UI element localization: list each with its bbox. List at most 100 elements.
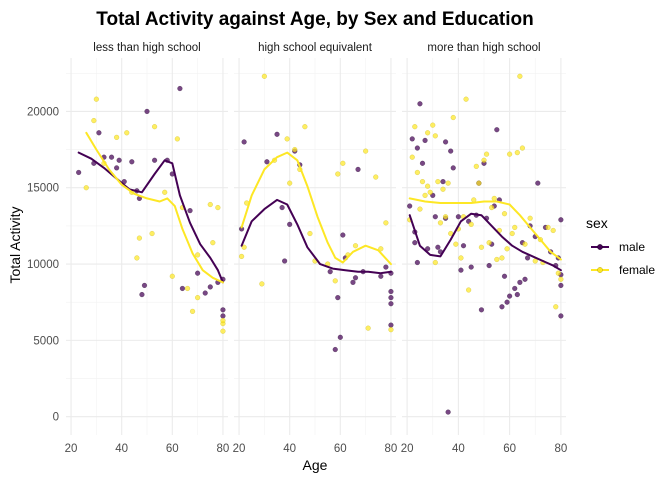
- female-point: [550, 227, 556, 234]
- female-point: [478, 244, 485, 250]
- female-point: [162, 189, 168, 195]
- female-point: [335, 171, 341, 177]
- female-point: [220, 317, 226, 324]
- female-point: [378, 246, 384, 252]
- female-point: [553, 304, 559, 310]
- chart-title: Total Activity against Age, by Sex and E…: [96, 9, 533, 30]
- male-point: [407, 203, 413, 209]
- male-point: [141, 282, 148, 289]
- male-point: [501, 273, 508, 279]
- female-point: [558, 276, 564, 282]
- female-point: [189, 308, 196, 315]
- male-point: [517, 279, 523, 286]
- male-point: [499, 304, 505, 310]
- female-point: [486, 240, 492, 246]
- female-point: [136, 235, 143, 241]
- male-point: [514, 291, 520, 298]
- male-point: [220, 313, 226, 319]
- female-point: [151, 124, 158, 130]
- y-axis-label: Total Activity: [7, 206, 23, 283]
- female-point: [504, 246, 510, 252]
- female-point: [124, 130, 130, 136]
- male-point: [422, 137, 428, 144]
- facet-panel: high school equivalent 20 40 60 80: [233, 42, 398, 455]
- male-point: [512, 285, 518, 292]
- female-point: [483, 151, 490, 157]
- male-point: [116, 157, 122, 163]
- male-point: [460, 243, 467, 249]
- male-point: [535, 180, 541, 186]
- male-point: [96, 130, 102, 136]
- female-point: [414, 169, 421, 176]
- female-point: [499, 255, 505, 261]
- female-smooth-line: [240, 151, 392, 266]
- male-point: [419, 160, 426, 166]
- male-point: [76, 169, 82, 176]
- male-point: [478, 307, 485, 313]
- male-point: [494, 127, 500, 133]
- male-point: [388, 294, 394, 301]
- female-point: [473, 163, 479, 170]
- female-point: [388, 327, 394, 333]
- female-point: [241, 244, 247, 250]
- male-point: [355, 166, 361, 173]
- male-point: [435, 244, 441, 250]
- male-point: [340, 232, 346, 238]
- male-point: [412, 240, 418, 246]
- male-point: [468, 264, 474, 270]
- male-point: [287, 221, 293, 228]
- x-tick-label: 60: [166, 443, 179, 455]
- male-point: [327, 269, 333, 275]
- female-point: [424, 130, 431, 136]
- female-point: [522, 241, 528, 247]
- x-tick-label: 60: [334, 443, 347, 455]
- female-point: [424, 183, 431, 189]
- male-point: [506, 293, 513, 299]
- female-point: [261, 73, 268, 79]
- female-point: [519, 145, 526, 151]
- female-point: [491, 195, 497, 202]
- female-point: [207, 201, 213, 208]
- x-tick-label: 40: [115, 443, 128, 455]
- male-point: [179, 285, 186, 292]
- male-point: [378, 273, 384, 279]
- male-point: [337, 334, 343, 340]
- male-point: [522, 276, 528, 282]
- male-point: [409, 136, 415, 142]
- female-point: [93, 96, 100, 102]
- female-smooth-line: [408, 197, 562, 261]
- legend-label-male: male: [619, 240, 645, 254]
- legend: sex male female: [586, 215, 655, 277]
- male-point: [388, 301, 394, 307]
- legend-key-point: [597, 267, 603, 273]
- female-point: [169, 273, 175, 279]
- facet-strip-label: high school equivalent: [258, 42, 373, 54]
- female-point: [440, 186, 446, 192]
- male-point: [486, 262, 492, 269]
- male-point: [388, 288, 394, 295]
- female-point: [512, 224, 518, 231]
- female-point: [509, 230, 515, 237]
- female-point: [284, 136, 290, 142]
- male-point: [177, 85, 183, 92]
- female-point: [215, 204, 221, 211]
- x-tick-label: 20: [65, 443, 78, 455]
- female-point: [442, 214, 449, 220]
- female-point: [481, 157, 487, 163]
- female-point: [465, 287, 472, 293]
- male-smooth-line: [408, 212, 562, 272]
- x-tick-label: 80: [217, 443, 230, 455]
- female-point: [506, 151, 513, 157]
- male-point: [352, 275, 359, 281]
- female-point: [220, 328, 226, 334]
- male-point: [139, 291, 145, 298]
- x-tick-label: 20: [233, 443, 246, 455]
- male-point: [414, 145, 421, 151]
- female-point: [489, 204, 495, 211]
- male-point: [445, 409, 451, 415]
- male-point: [424, 246, 431, 252]
- male-point: [448, 148, 454, 154]
- female-point: [83, 185, 89, 191]
- female-point: [287, 180, 293, 186]
- female-point: [340, 160, 346, 166]
